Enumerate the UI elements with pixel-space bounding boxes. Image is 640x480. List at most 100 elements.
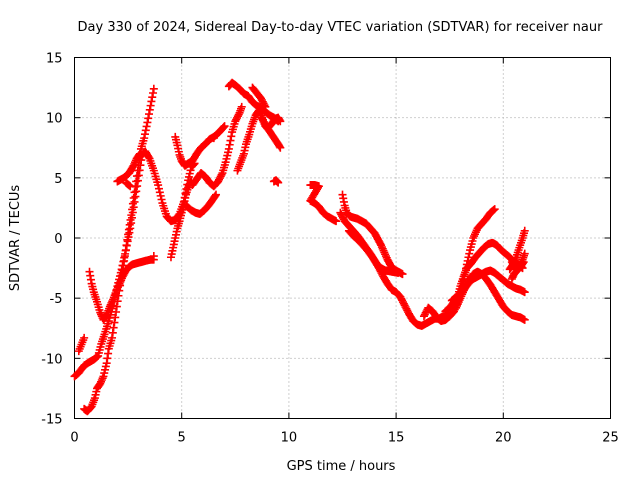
y-tick-label: -15: [41, 413, 62, 428]
x-tick-label: 15: [388, 431, 405, 446]
data-point: [100, 369, 109, 378]
data-point: [135, 149, 144, 158]
series-arc7: [188, 102, 246, 191]
data-point: [120, 256, 129, 265]
y-tick-label: 15: [46, 52, 63, 67]
y-tick-label: 10: [46, 112, 63, 127]
y-tick-label: 0: [54, 232, 62, 247]
data-point: [128, 205, 137, 214]
data-point: [94, 348, 103, 357]
series-arc14: [306, 181, 341, 226]
data-point: [147, 97, 156, 106]
data-point: [132, 177, 141, 186]
data-point: [141, 126, 150, 135]
data-point: [237, 102, 246, 111]
data-point: [112, 308, 121, 317]
data-point: [209, 134, 218, 143]
data-point: [123, 235, 132, 244]
x-axis-label: GPS time / hours: [287, 459, 396, 474]
data-point: [108, 333, 117, 342]
data-point: [212, 190, 221, 199]
data-point: [143, 118, 152, 127]
data-point: [94, 351, 103, 360]
data-point: [120, 252, 129, 261]
data-point: [108, 328, 117, 337]
y-tick-label: 5: [54, 172, 62, 187]
data-point: [154, 184, 163, 193]
data-point: [74, 347, 83, 356]
data-point: [276, 117, 285, 126]
grid: [74, 57, 611, 419]
data-point: [224, 144, 233, 153]
series-arc21: [452, 267, 529, 324]
axis-ticks: [74, 57, 611, 419]
data-point: [133, 166, 142, 175]
data-point: [223, 151, 232, 160]
series-arc6: [171, 122, 229, 170]
data-point: [146, 101, 155, 110]
data-point: [261, 102, 270, 111]
data-point: [520, 226, 529, 235]
series-arc11: [258, 113, 285, 132]
data-point: [466, 246, 475, 255]
data-point: [130, 188, 139, 197]
data-point: [466, 243, 475, 252]
series-arc8: [181, 190, 221, 218]
data-point: [99, 372, 108, 381]
data-point: [394, 268, 403, 277]
data-point: [155, 188, 164, 197]
y-axis-label: SDTVAR / TECUs: [8, 185, 23, 292]
data-point: [127, 211, 136, 220]
data-point: [149, 252, 158, 261]
series-arc2: [80, 84, 158, 416]
y-tick-label: -10: [41, 352, 62, 367]
data-point: [101, 362, 110, 371]
data-point: [224, 148, 233, 157]
data-point: [276, 143, 285, 152]
data-point: [132, 172, 141, 181]
data-point: [125, 220, 134, 229]
data-point: [122, 241, 131, 250]
data-point: [124, 225, 133, 234]
data-point: [156, 191, 165, 200]
data-point: [140, 130, 149, 139]
x-tick-label: 25: [602, 431, 619, 446]
data-point: [128, 199, 137, 208]
data-point: [468, 237, 477, 246]
data-point: [95, 345, 104, 354]
data-point: [464, 253, 473, 262]
data-point: [145, 105, 154, 114]
data-point: [109, 323, 118, 332]
x-tick-labels: 0 5 10 15 20 25: [70, 431, 618, 446]
y-tick-label: -5: [50, 292, 63, 307]
data-point: [110, 318, 119, 327]
series-arc24: [74, 134, 218, 356]
series-arc4: [113, 149, 144, 186]
series-arc17: [344, 226, 403, 277]
data-point: [490, 205, 499, 214]
data-point: [111, 313, 120, 322]
series-arc13: [269, 176, 283, 187]
series-arc23: [507, 249, 529, 283]
data-point: [211, 191, 220, 200]
data-point: [135, 150, 144, 159]
data-point: [126, 182, 135, 191]
data-point: [221, 158, 230, 167]
data-point: [225, 140, 234, 149]
data-point: [145, 110, 154, 119]
data-point: [467, 240, 476, 249]
data-point: [186, 166, 195, 175]
data-point: [129, 193, 138, 202]
x-tick-label: 0: [70, 431, 78, 446]
data-point: [157, 195, 166, 204]
data-points: [70, 78, 529, 416]
chart-title: Day 330 of 2024, Sidereal Day-to-day VTE…: [78, 20, 604, 35]
data-point: [520, 315, 529, 324]
data-point: [149, 84, 158, 93]
data-point: [465, 249, 474, 258]
data-point: [226, 136, 235, 145]
data-point: [227, 132, 236, 141]
data-point: [332, 217, 341, 226]
data-point: [398, 270, 407, 279]
